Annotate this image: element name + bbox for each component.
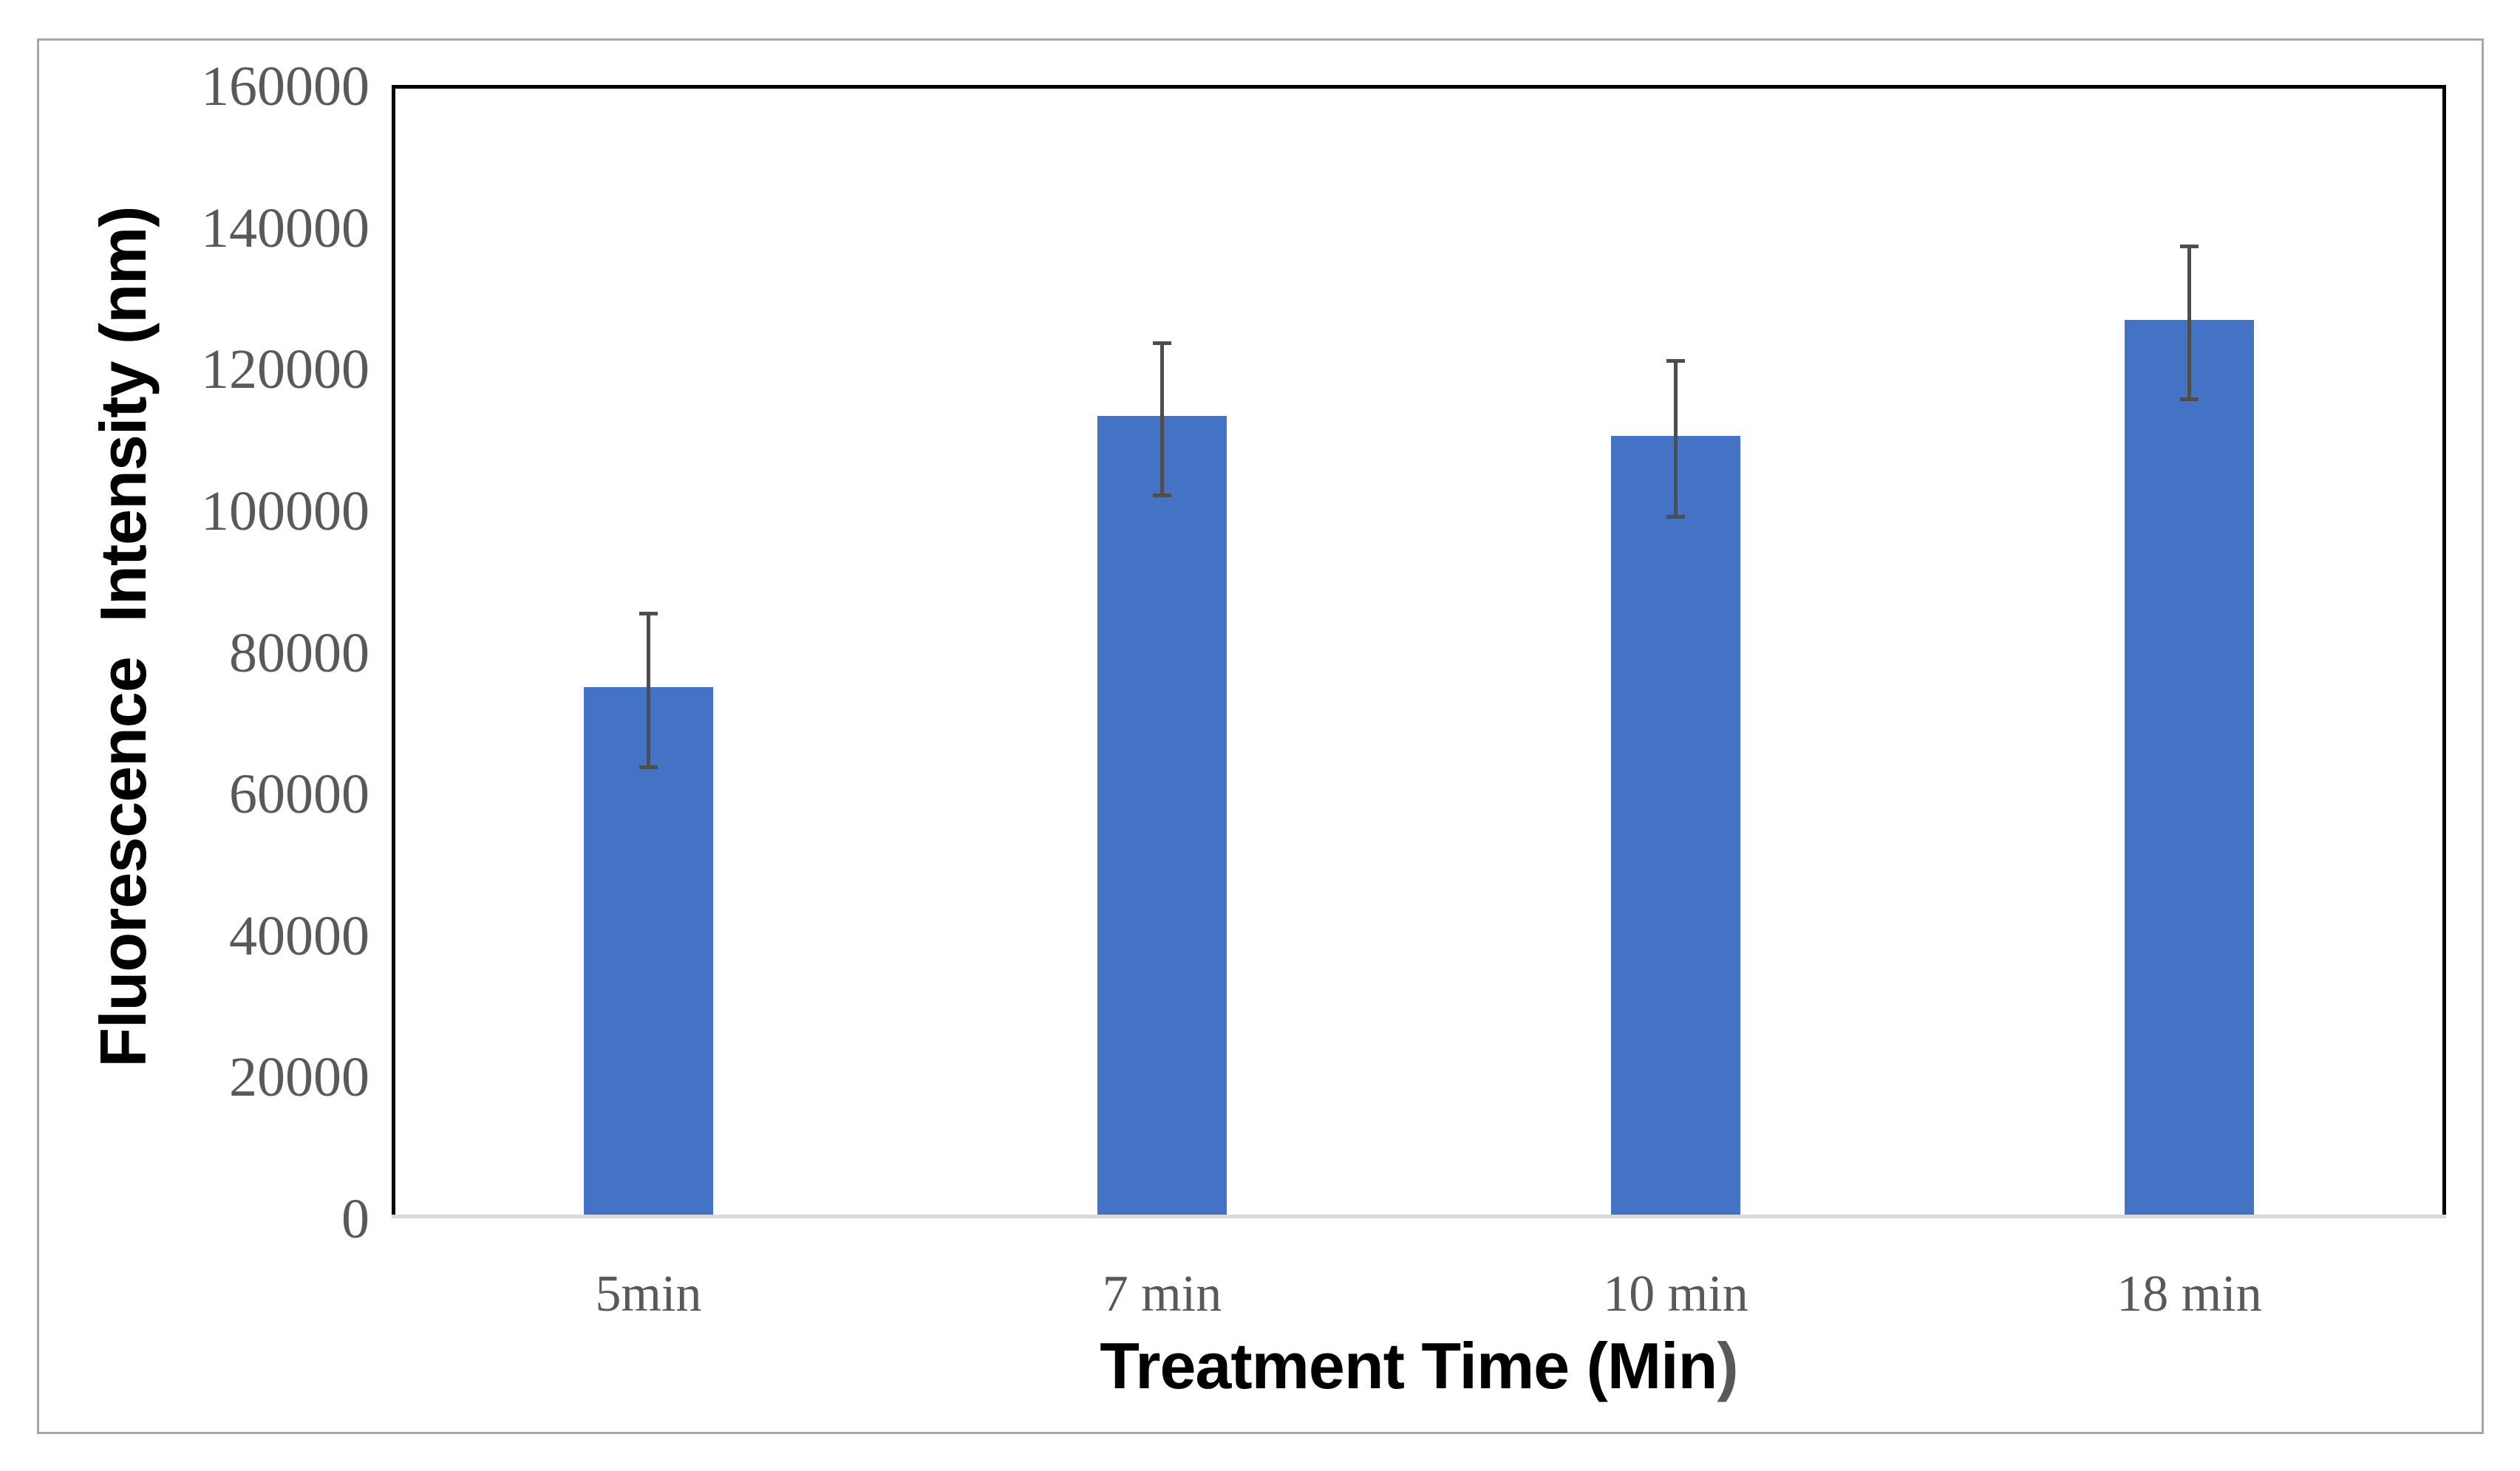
error-bar-cap-top [1153, 341, 1171, 345]
x-axis-title-main: Treatment Time (Min [1100, 1329, 1717, 1402]
error-bar-cap-top [639, 611, 658, 615]
y-axis-title: Fluorescence Intensity (nm) [86, 206, 160, 1068]
error-bar-cap-top [2180, 244, 2199, 248]
bar [1097, 416, 1227, 1215]
x-category-label: 18 min [2117, 1266, 2262, 1322]
bar [1611, 436, 1740, 1215]
y-axis-line [392, 85, 395, 1218]
x-axis-title: Treatment Time (Min) [392, 1327, 2446, 1405]
plot-border-right [2442, 85, 2446, 1218]
plot-area [392, 85, 2446, 1218]
x-axis-title-paren: ) [1717, 1329, 1738, 1402]
y-tick-label: 20000 [229, 1046, 370, 1109]
y-tick-label: 80000 [229, 621, 370, 684]
y-tick-label: 40000 [229, 904, 370, 967]
error-bar-line [1160, 341, 1164, 497]
x-category-label: 5min [595, 1266, 702, 1322]
bar [584, 687, 713, 1215]
error-bar-line [1674, 358, 1678, 519]
x-axis-line [392, 1215, 2446, 1218]
y-tick-label: 100000 [201, 479, 370, 542]
error-bar-cap-bottom [2180, 397, 2199, 402]
x-category-label: 10 min [1603, 1266, 1748, 1322]
plot-border-top [392, 85, 2446, 89]
error-bar-line [2187, 244, 2191, 402]
y-tick-label: 160000 [201, 55, 370, 117]
error-bar-line [647, 611, 650, 769]
y-tick-label: 0 [341, 1188, 370, 1250]
error-bar-cap-bottom [639, 765, 658, 769]
error-bar-cap-top [1666, 358, 1685, 363]
y-tick-label: 60000 [229, 763, 370, 826]
figure-border [37, 38, 2484, 1434]
x-category-label: 7 min [1102, 1266, 1222, 1322]
bar [2125, 319, 2254, 1215]
y-tick-label: 140000 [201, 197, 370, 259]
y-tick-label: 120000 [201, 338, 370, 401]
error-bar-cap-bottom [1666, 515, 1685, 519]
error-bar-cap-bottom [1153, 493, 1171, 497]
